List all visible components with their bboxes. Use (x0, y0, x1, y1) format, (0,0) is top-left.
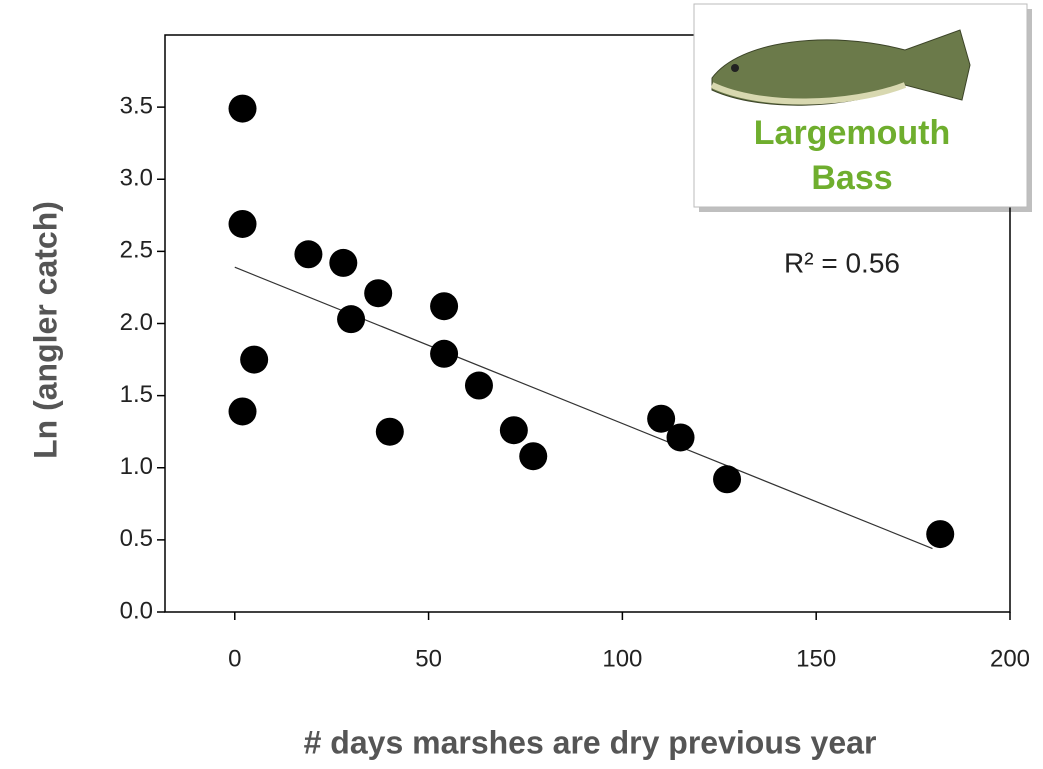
point (713, 465, 742, 494)
point (647, 404, 676, 433)
y-tick-label: 1.5 (120, 381, 153, 408)
point (499, 416, 528, 445)
point (375, 417, 404, 446)
y-tick-label: 1.0 (120, 453, 153, 480)
y-tick-label: 0.0 (120, 597, 153, 624)
inset-box (693, 3, 1028, 208)
y-tick-label: 2.5 (120, 237, 153, 264)
inset-label: Largemouth (754, 114, 950, 152)
point (240, 345, 269, 374)
inset-label: Bass (811, 159, 892, 197)
point (430, 339, 459, 368)
point (329, 248, 358, 277)
point (926, 520, 955, 549)
r-squared: R² = 0.56 (784, 247, 900, 278)
point (364, 279, 393, 308)
trendline (234, 266, 933, 550)
x-axis-title: # days marshes are dry previous year (304, 724, 877, 760)
point (228, 397, 257, 426)
point (464, 371, 493, 400)
fish (711, 29, 971, 106)
point (666, 423, 695, 452)
fish-belly (710, 82, 907, 105)
x-tick-label: 0 (228, 645, 241, 672)
point (519, 442, 548, 471)
x-tick-label: 200 (990, 645, 1030, 672)
point (337, 305, 366, 334)
y-axis-title: Ln (angler catch) (27, 201, 63, 459)
y-tick-label: 3.5 (120, 92, 153, 119)
x-tick-label: 100 (602, 645, 642, 672)
y-tick-label: 2.0 (120, 309, 153, 336)
point (430, 292, 459, 321)
x-tick-label: 150 (796, 645, 836, 672)
inset: Largemouth Bass (693, 3, 1032, 212)
y-tick-label: 0.5 (120, 525, 153, 552)
point (228, 209, 257, 238)
x-tick-label: 50 (415, 645, 442, 672)
point (294, 240, 323, 269)
fish-eye (731, 64, 739, 72)
point (228, 94, 257, 123)
y-tick-label: 3.0 (120, 165, 153, 192)
